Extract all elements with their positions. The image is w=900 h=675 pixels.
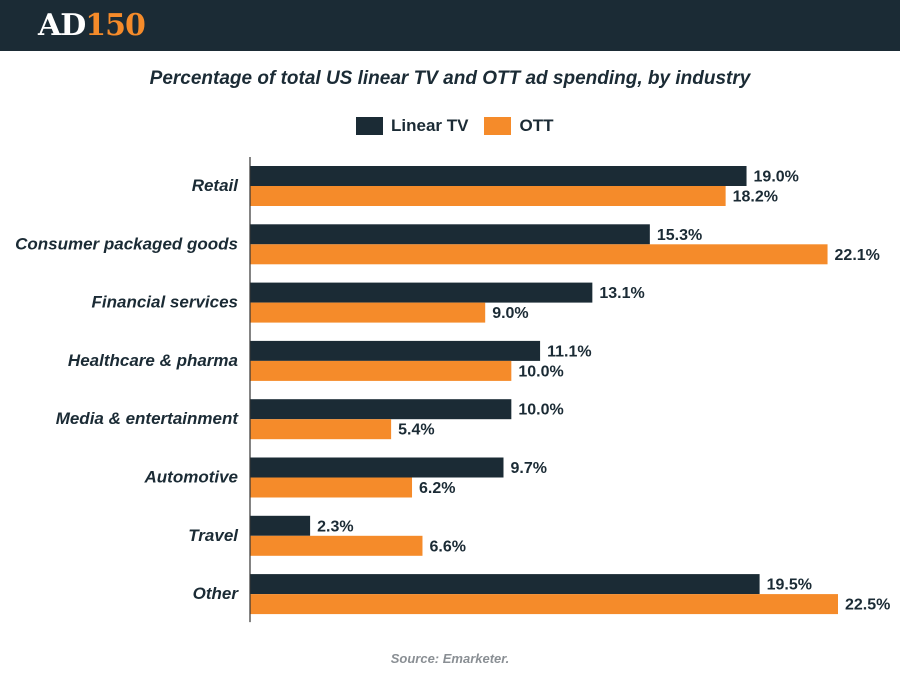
logo-number: 150 xyxy=(85,8,146,43)
bar-linear-tv-travel xyxy=(250,515,311,536)
data-label-ott-automotive: 6.2% xyxy=(419,480,455,497)
category-label-consumer-packaged-goods: Consumer packaged goods xyxy=(15,234,238,253)
legend-label-linear-tv: Linear TV xyxy=(391,116,469,135)
bar-linear-tv-other xyxy=(250,574,760,595)
data-label-ott-other: 22.5% xyxy=(845,597,890,614)
bar-ott-travel xyxy=(250,535,423,556)
data-label-ott-media-and-entertainment: 5.4% xyxy=(398,422,434,439)
legend-item-ott: OTT xyxy=(484,116,553,136)
logo-text: AD xyxy=(38,8,86,43)
chart-legend: Linear TV OTT xyxy=(356,116,569,136)
data-label-linear-tv-automotive: 9.7% xyxy=(510,460,546,477)
data-label-linear-tv-consumer-packaged-goods: 15.3% xyxy=(657,227,702,244)
data-label-ott-travel: 6.6% xyxy=(429,538,465,555)
header-bar: AD150 xyxy=(0,0,900,51)
data-label-ott-healthcare-and-pharma: 10.0% xyxy=(518,363,563,380)
category-label-healthcare-and-pharma: Healthcare & pharma xyxy=(68,351,238,370)
bar-linear-tv-financial-services xyxy=(250,282,593,303)
bar-linear-tv-healthcare-and-pharma xyxy=(250,340,541,361)
bar-linear-tv-consumer-packaged-goods xyxy=(250,224,650,245)
data-label-linear-tv-retail: 19.0% xyxy=(754,169,799,186)
data-label-ott-consumer-packaged-goods: 22.1% xyxy=(835,247,880,264)
bar-linear-tv-automotive xyxy=(250,457,504,478)
legend-swatch-linear-tv xyxy=(356,117,383,135)
bar-ott-consumer-packaged-goods xyxy=(250,244,828,265)
data-label-linear-tv-travel: 2.3% xyxy=(317,518,353,535)
category-label-other: Other xyxy=(193,584,240,603)
legend-label-ott: OTT xyxy=(519,116,554,135)
bar-ott-healthcare-and-pharma xyxy=(250,360,512,381)
category-label-automotive: Automotive xyxy=(144,468,239,487)
category-label-financial-services: Financial services xyxy=(92,293,238,312)
bar-ott-automotive xyxy=(250,477,413,498)
data-label-linear-tv-media-and-entertainment: 10.0% xyxy=(518,402,563,419)
bar-ott-media-and-entertainment xyxy=(250,419,392,440)
data-label-linear-tv-healthcare-and-pharma: 11.1% xyxy=(547,343,591,360)
bar-ott-other xyxy=(250,594,838,615)
data-label-ott-financial-services: 9.0% xyxy=(492,305,528,322)
data-label-ott-retail: 18.2% xyxy=(733,189,778,206)
bar-ott-financial-services xyxy=(250,302,486,323)
bar-linear-tv-retail xyxy=(250,166,747,186)
bar-ott-retail xyxy=(250,186,726,206)
ad150-logo: AD150 xyxy=(38,8,146,43)
data-label-linear-tv-other: 19.5% xyxy=(767,577,812,594)
legend-swatch-ott xyxy=(484,117,512,135)
data-label-linear-tv-financial-services: 13.1% xyxy=(599,285,644,302)
bar-linear-tv-media-and-entertainment xyxy=(250,399,512,420)
category-label-retail: Retail xyxy=(192,176,240,195)
source-note: Source: Emarketer. xyxy=(390,651,510,666)
category-label-travel: Travel xyxy=(188,526,239,545)
category-label-media-and-entertainment: Media & entertainment xyxy=(56,409,240,428)
legend-item-linear-tv: Linear TV xyxy=(356,116,468,136)
chart-title: Percentage of total US linear TV and OTT… xyxy=(149,68,751,89)
